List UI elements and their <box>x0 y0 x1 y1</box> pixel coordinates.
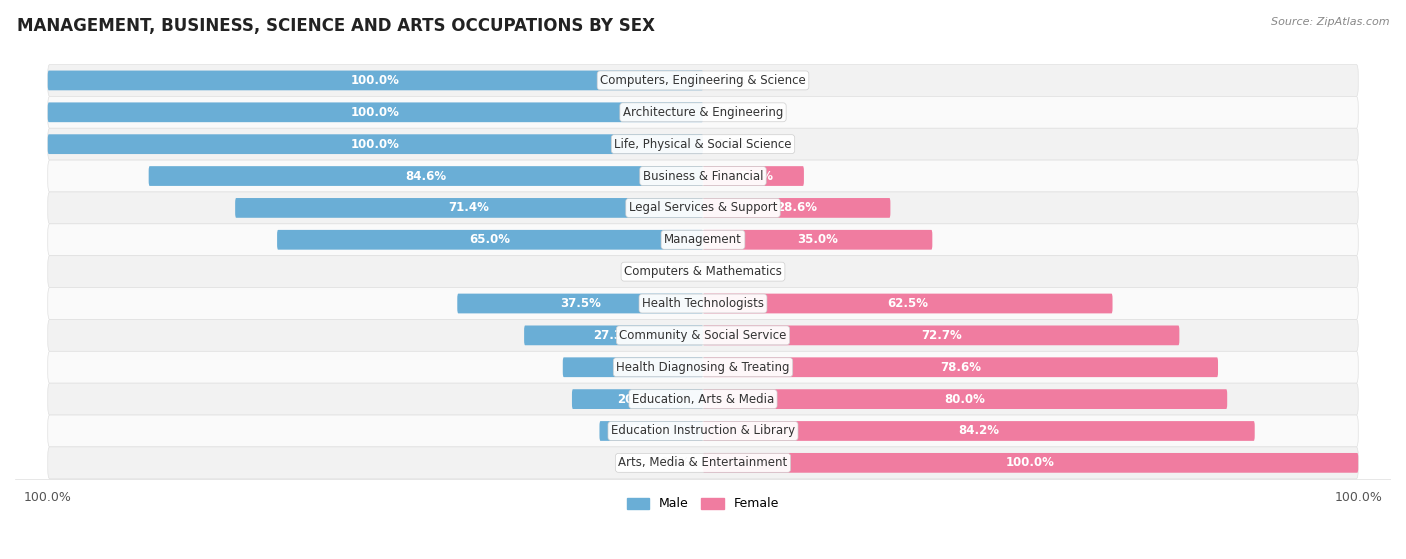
Text: Life, Physical & Social Science: Life, Physical & Social Science <box>614 138 792 151</box>
FancyBboxPatch shape <box>703 453 1358 473</box>
FancyBboxPatch shape <box>703 389 1227 409</box>
Text: 84.2%: 84.2% <box>959 424 1000 438</box>
FancyBboxPatch shape <box>48 134 703 154</box>
FancyBboxPatch shape <box>562 357 703 377</box>
Text: 15.4%: 15.4% <box>733 169 773 183</box>
Text: 0.0%: 0.0% <box>661 456 690 470</box>
Text: 35.0%: 35.0% <box>797 233 838 247</box>
FancyBboxPatch shape <box>703 230 932 250</box>
Text: 62.5%: 62.5% <box>887 297 928 310</box>
FancyBboxPatch shape <box>48 319 1358 351</box>
Text: 72.7%: 72.7% <box>921 329 962 342</box>
Text: Health Technologists: Health Technologists <box>643 297 763 310</box>
Text: 100.0%: 100.0% <box>1007 456 1054 470</box>
Text: 21.4%: 21.4% <box>613 361 654 374</box>
FancyBboxPatch shape <box>457 293 703 314</box>
Text: 65.0%: 65.0% <box>470 233 510 247</box>
FancyBboxPatch shape <box>703 166 804 186</box>
FancyBboxPatch shape <box>48 102 703 122</box>
Text: Health Diagnosing & Treating: Health Diagnosing & Treating <box>616 361 790 374</box>
FancyBboxPatch shape <box>235 198 703 218</box>
Text: 0.0%: 0.0% <box>716 265 745 278</box>
FancyBboxPatch shape <box>48 351 1358 383</box>
Text: Architecture & Engineering: Architecture & Engineering <box>623 106 783 119</box>
Text: 0.0%: 0.0% <box>661 265 690 278</box>
Text: Arts, Media & Entertainment: Arts, Media & Entertainment <box>619 456 787 470</box>
FancyBboxPatch shape <box>48 447 1358 479</box>
FancyBboxPatch shape <box>277 230 703 250</box>
Text: 100.0%: 100.0% <box>352 106 399 119</box>
Text: 100.0%: 100.0% <box>352 138 399 151</box>
FancyBboxPatch shape <box>599 421 703 441</box>
FancyBboxPatch shape <box>149 166 703 186</box>
Text: Source: ZipAtlas.com: Source: ZipAtlas.com <box>1271 17 1389 27</box>
FancyBboxPatch shape <box>48 128 1358 160</box>
Text: 84.6%: 84.6% <box>405 169 446 183</box>
Text: 15.8%: 15.8% <box>631 424 672 438</box>
Text: 71.4%: 71.4% <box>449 201 489 215</box>
Text: Business & Financial: Business & Financial <box>643 169 763 183</box>
FancyBboxPatch shape <box>524 325 703 345</box>
FancyBboxPatch shape <box>703 198 890 218</box>
Text: 80.0%: 80.0% <box>945 392 986 406</box>
Text: 0.0%: 0.0% <box>716 74 745 87</box>
Text: 78.6%: 78.6% <box>941 361 981 374</box>
Text: Computers & Mathematics: Computers & Mathematics <box>624 265 782 278</box>
Text: Education, Arts & Media: Education, Arts & Media <box>631 392 775 406</box>
FancyBboxPatch shape <box>48 192 1358 224</box>
FancyBboxPatch shape <box>703 421 1254 441</box>
FancyBboxPatch shape <box>48 160 1358 192</box>
FancyBboxPatch shape <box>572 389 703 409</box>
FancyBboxPatch shape <box>48 415 1358 447</box>
Text: MANAGEMENT, BUSINESS, SCIENCE AND ARTS OCCUPATIONS BY SEX: MANAGEMENT, BUSINESS, SCIENCE AND ARTS O… <box>17 17 655 35</box>
FancyBboxPatch shape <box>48 287 1358 319</box>
FancyBboxPatch shape <box>48 255 1358 287</box>
Text: Legal Services & Support: Legal Services & Support <box>628 201 778 215</box>
Text: 28.6%: 28.6% <box>776 201 817 215</box>
Text: 0.0%: 0.0% <box>716 138 745 151</box>
Text: Community & Social Service: Community & Social Service <box>619 329 787 342</box>
FancyBboxPatch shape <box>48 96 1358 128</box>
FancyBboxPatch shape <box>703 293 1112 314</box>
Legend: Male, Female: Male, Female <box>621 492 785 515</box>
Text: Education Instruction & Library: Education Instruction & Library <box>612 424 794 438</box>
FancyBboxPatch shape <box>48 224 1358 255</box>
FancyBboxPatch shape <box>703 325 1180 345</box>
FancyBboxPatch shape <box>48 383 1358 415</box>
Text: 37.5%: 37.5% <box>560 297 600 310</box>
Text: 27.3%: 27.3% <box>593 329 634 342</box>
FancyBboxPatch shape <box>48 70 703 91</box>
Text: Computers, Engineering & Science: Computers, Engineering & Science <box>600 74 806 87</box>
Text: 100.0%: 100.0% <box>352 74 399 87</box>
FancyBboxPatch shape <box>48 64 1358 96</box>
Text: 0.0%: 0.0% <box>716 106 745 119</box>
Text: Management: Management <box>664 233 742 247</box>
Text: 20.0%: 20.0% <box>617 392 658 406</box>
FancyBboxPatch shape <box>703 357 1218 377</box>
